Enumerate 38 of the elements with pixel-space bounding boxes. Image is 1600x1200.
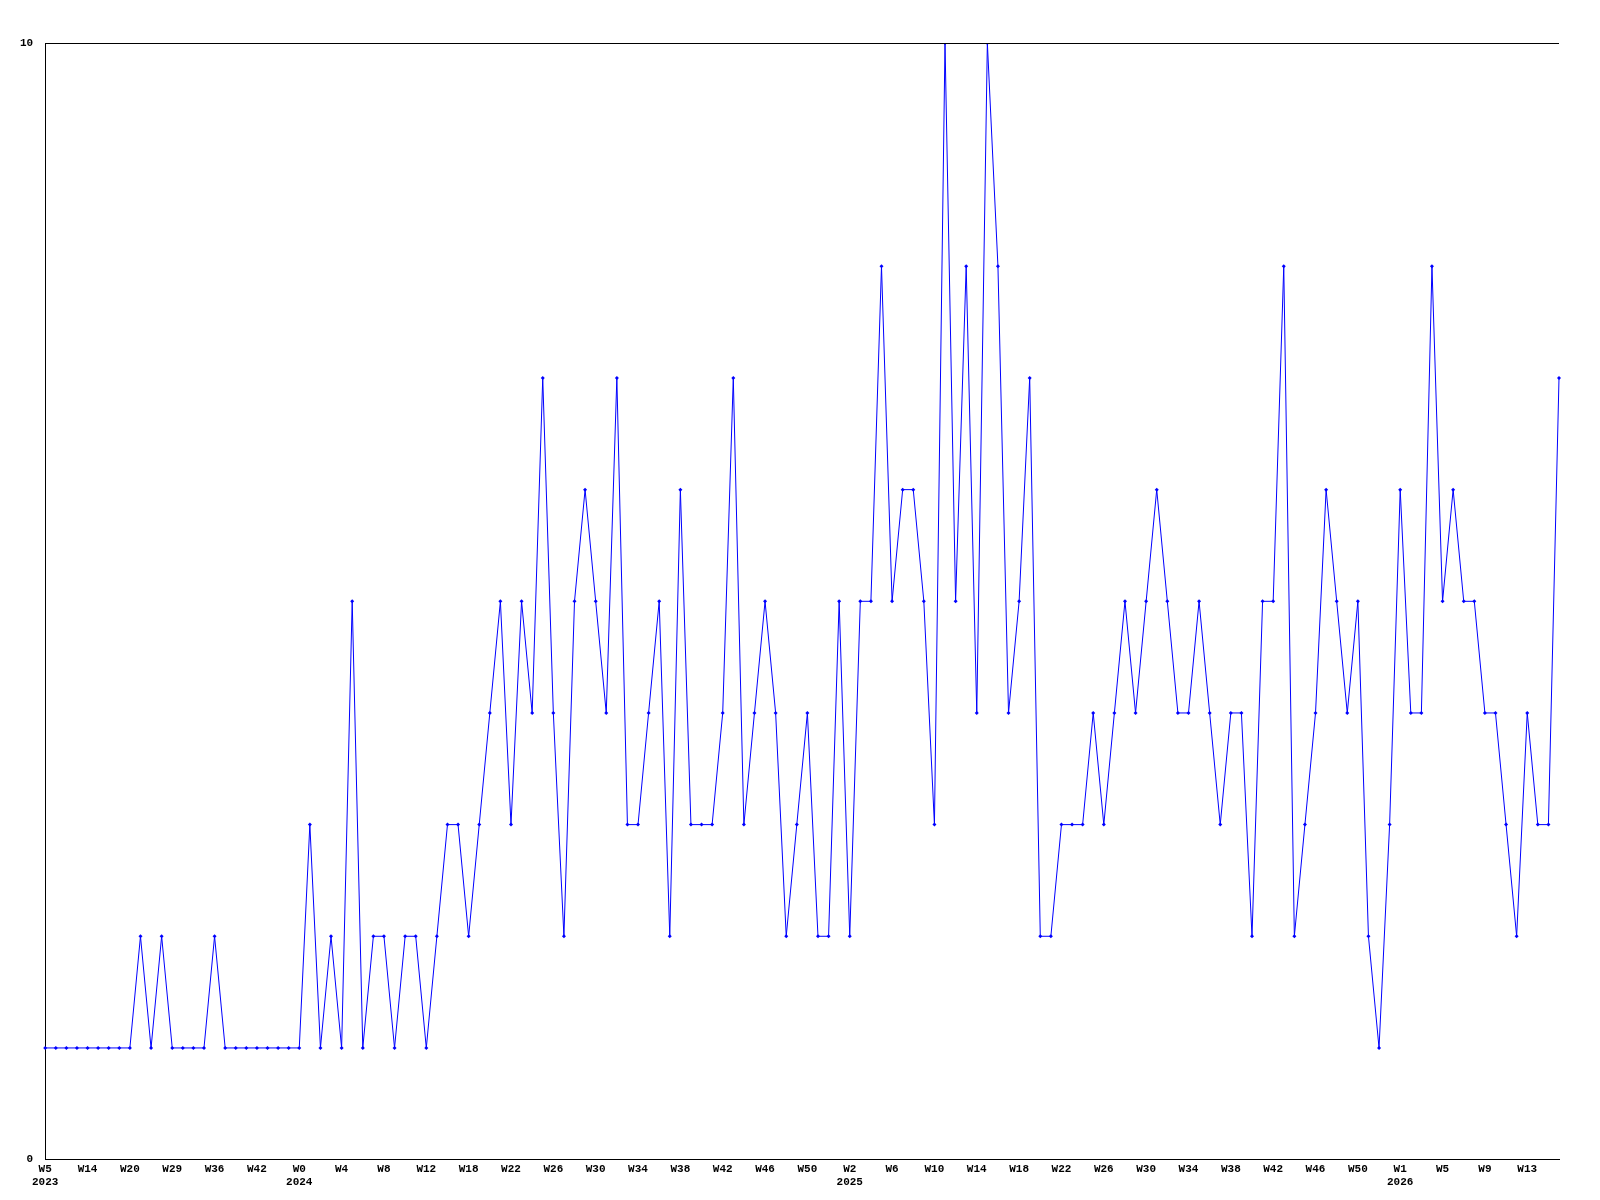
x-tick-label: W18: [1009, 1162, 1030, 1175]
x-tick-label: W34: [1178, 1162, 1199, 1175]
x-tick-label: W4: [335, 1162, 349, 1175]
x-tick-label: W50: [1347, 1162, 1368, 1175]
x-tick-label: W42: [712, 1162, 733, 1175]
x-tick-label: W14: [77, 1162, 98, 1175]
x-tick-label: W46: [1305, 1162, 1326, 1175]
x-tick-label: W36: [204, 1162, 225, 1175]
y-tick-label: 10: [20, 36, 34, 49]
x-tick-label: W20: [119, 1162, 140, 1175]
x-tick-label: W34: [628, 1162, 649, 1175]
x-tick-label: W10: [924, 1162, 945, 1175]
x-tick-label: W1 2026: [1387, 1162, 1414, 1189]
x-tick-label: W8: [377, 1162, 391, 1175]
x-tick-label: W2 2025: [836, 1162, 864, 1189]
x-tick-label: W42: [1263, 1162, 1284, 1175]
x-tick-label: W38: [670, 1162, 691, 1175]
x-tick-label: W26: [543, 1162, 564, 1175]
x-tick-label: W22: [1051, 1162, 1072, 1175]
x-tick-label: W30: [585, 1162, 606, 1175]
x-tick-label: W22: [501, 1162, 521, 1175]
x-tick-label: W38: [1220, 1162, 1242, 1175]
x-tick-label: W13: [1517, 1162, 1538, 1175]
x-tick-label: W29: [162, 1162, 183, 1175]
x-tick-label: W14: [966, 1162, 988, 1175]
x-tick-label: W30: [1136, 1162, 1157, 1175]
x-tick-label: W12: [416, 1162, 437, 1175]
x-tick-label: W46: [755, 1162, 775, 1175]
x-tick-label: W5: [1435, 1162, 1450, 1175]
y-tick-label: 0: [26, 1153, 34, 1166]
x-tick-label: W50: [797, 1162, 818, 1175]
x-tick-label: W5 2023: [32, 1162, 59, 1189]
x-tick-label: W18: [458, 1162, 479, 1175]
x-tick-label: W9: [1478, 1162, 1492, 1175]
x-tick-label: W0 2024: [286, 1162, 313, 1189]
x-tick-label: W26: [1093, 1162, 1114, 1175]
x-tick-label: W6: [885, 1162, 899, 1175]
x-tick-label: W42: [247, 1162, 267, 1175]
